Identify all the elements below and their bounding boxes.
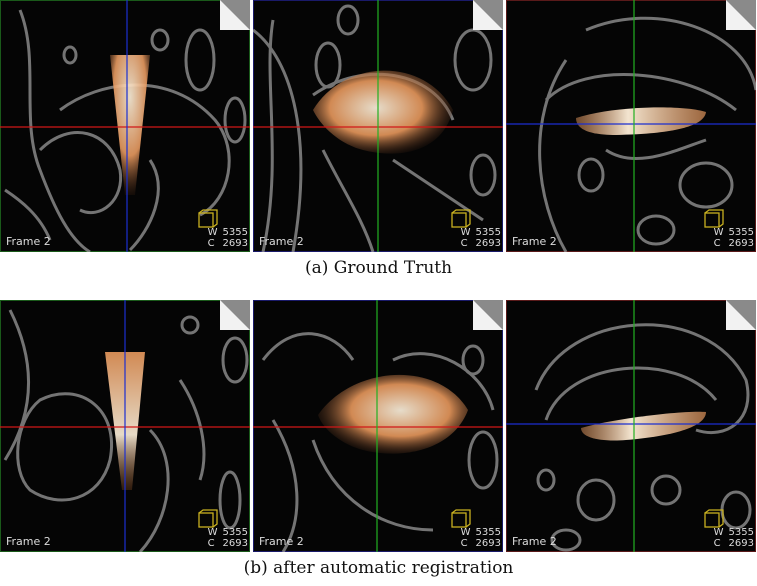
c-label: C xyxy=(460,238,468,249)
orientation-cube-icon xyxy=(451,509,471,528)
ct-slice-image xyxy=(253,300,503,552)
w-value: 5355 xyxy=(475,527,501,538)
ct-slice-image xyxy=(0,0,250,252)
c-label: C xyxy=(460,538,468,549)
corner-triangle-icon xyxy=(726,0,756,30)
c-label: C xyxy=(713,238,721,249)
w-value: 5355 xyxy=(222,227,248,238)
ultrasound-overlay xyxy=(110,55,150,195)
frame-label: Frame 2 xyxy=(512,535,557,548)
corner-triangle-icon xyxy=(220,300,250,330)
orientation-cube-icon xyxy=(704,509,724,528)
ultrasound-overlay xyxy=(318,374,468,454)
orientation-cube-icon xyxy=(451,209,471,228)
orientation-cube-icon xyxy=(198,509,218,528)
orientation-cube-icon xyxy=(704,209,724,228)
ultrasound-overlay xyxy=(581,411,706,441)
ultrasound-overlay xyxy=(313,70,453,154)
frame-label: Frame 2 xyxy=(6,235,51,248)
c-label: C xyxy=(713,538,721,549)
w-label: W xyxy=(460,227,471,238)
c-label: C xyxy=(207,538,215,549)
w-value: 5355 xyxy=(475,227,501,238)
ct-slice-image xyxy=(506,300,756,552)
ct-slice-image xyxy=(253,0,503,252)
c-value: 2693 xyxy=(728,238,754,249)
w-label: W xyxy=(207,527,218,538)
ct-slice-image xyxy=(0,300,250,552)
corner-triangle-icon xyxy=(726,300,756,330)
c-value: 2693 xyxy=(728,538,754,549)
ultrasound-overlay xyxy=(576,107,706,135)
c-value: 2693 xyxy=(222,538,248,549)
c-value: 2693 xyxy=(475,538,501,549)
frame-label: Frame 2 xyxy=(259,235,304,248)
w-value: 5355 xyxy=(222,527,248,538)
frame-label: Frame 2 xyxy=(512,235,557,248)
caption-automatic-registration: (b) after automatic registration xyxy=(243,558,514,578)
corner-triangle-icon xyxy=(220,0,250,30)
c-label: C xyxy=(207,238,215,249)
w-value: 5355 xyxy=(728,227,754,238)
orientation-cube-icon xyxy=(198,209,218,228)
ct-slice-image xyxy=(506,0,756,252)
caption-ground-truth: (a) Ground Truth xyxy=(304,258,453,278)
frame-label: Frame 2 xyxy=(259,535,304,548)
w-label: W xyxy=(713,227,724,238)
w-label: W xyxy=(460,527,471,538)
corner-triangle-icon xyxy=(473,0,503,30)
w-label: W xyxy=(207,227,218,238)
frame-label: Frame 2 xyxy=(6,535,51,548)
w-label: W xyxy=(713,527,724,538)
w-value: 5355 xyxy=(728,527,754,538)
corner-triangle-icon xyxy=(473,300,503,330)
c-value: 2693 xyxy=(222,238,248,249)
c-value: 2693 xyxy=(475,238,501,249)
